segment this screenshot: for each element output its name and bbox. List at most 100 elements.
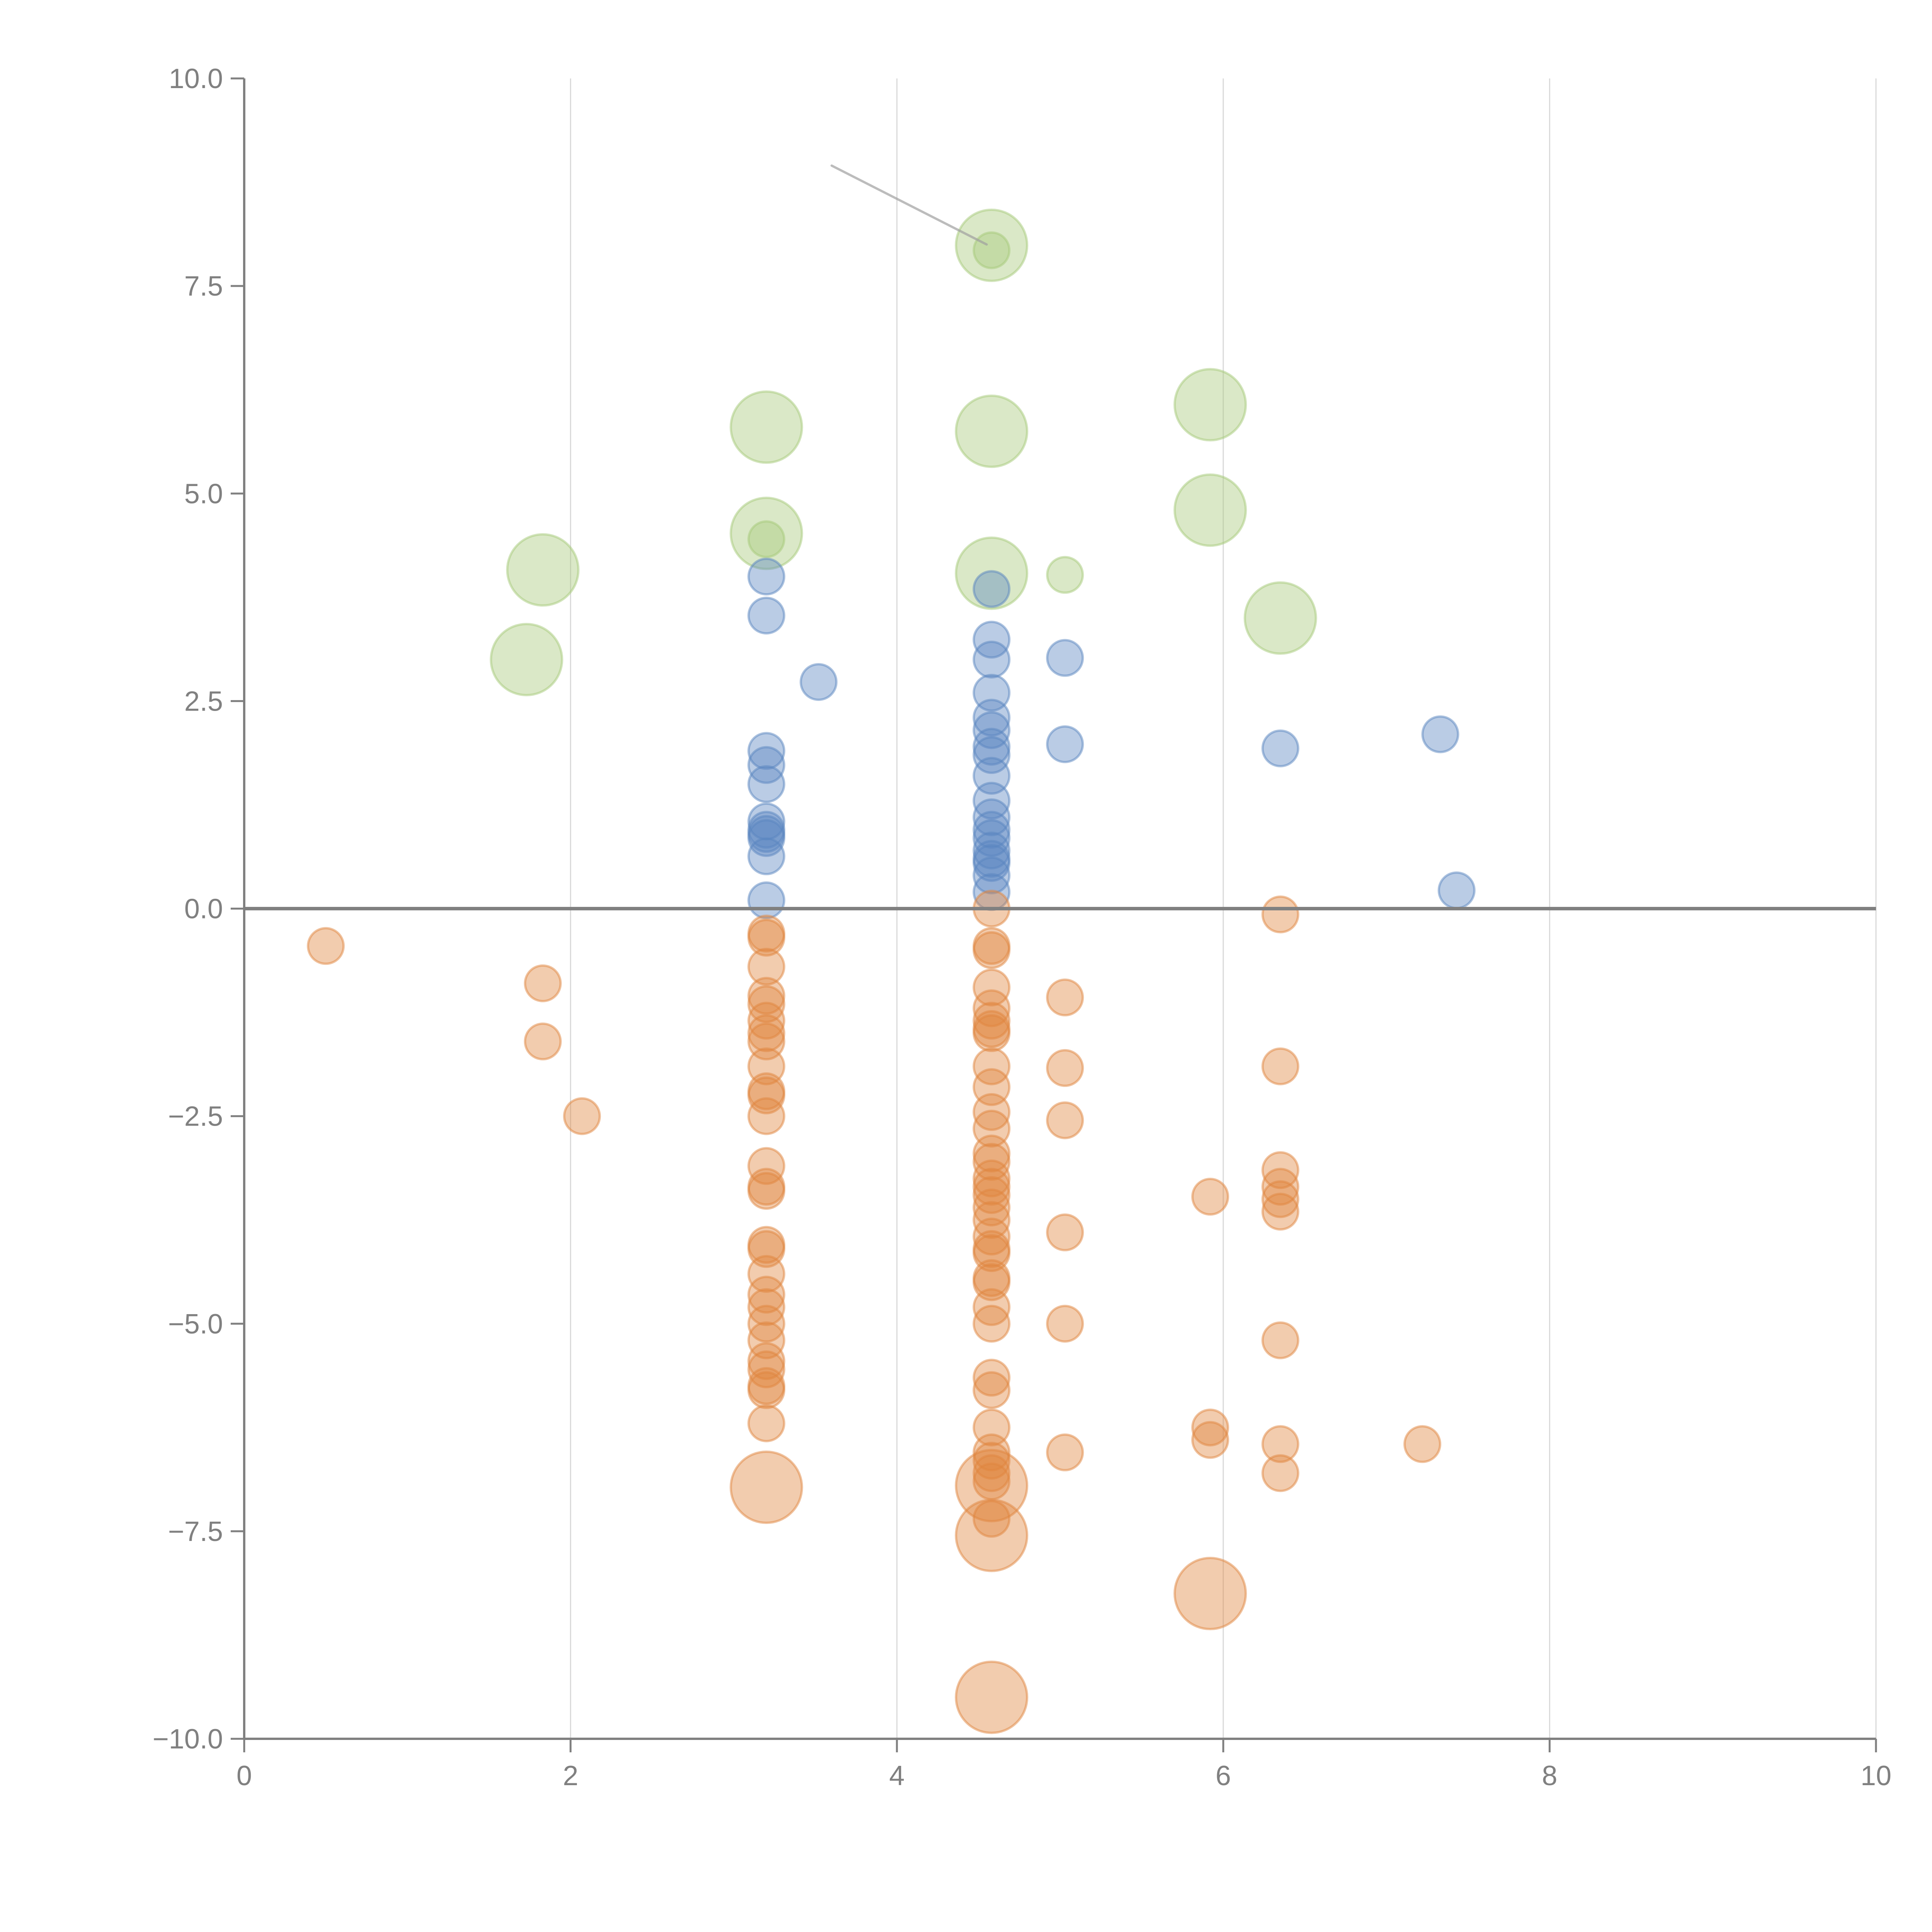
orange-small-point xyxy=(747,1288,786,1326)
blue-point xyxy=(1421,715,1459,753)
blue-point xyxy=(799,663,838,701)
orange-small-point xyxy=(1261,1151,1299,1189)
orange-small-point xyxy=(747,1172,786,1210)
green-large-point xyxy=(955,395,1029,468)
orange-small-point xyxy=(973,1359,1011,1397)
orange-small-point xyxy=(1046,1213,1084,1252)
orange-small-point xyxy=(973,1201,1011,1239)
blue-point xyxy=(1261,729,1299,767)
orange-small-point xyxy=(1261,1321,1299,1359)
y-tick-label: −2.5 xyxy=(168,1101,223,1132)
blue-point xyxy=(1437,871,1476,910)
green-large-point xyxy=(506,533,580,607)
x-tick-label: 8 xyxy=(1542,1760,1557,1791)
orange-small-point xyxy=(747,1371,786,1409)
blue-point xyxy=(747,837,786,876)
orange-small-point xyxy=(1046,978,1084,1017)
orange-small-point xyxy=(1261,1180,1299,1218)
orange-small-point xyxy=(1046,1433,1084,1471)
y-tick-label: 10.0 xyxy=(169,63,223,94)
blue-point xyxy=(973,856,1011,895)
orange-small-point xyxy=(973,1014,1011,1052)
blue-point xyxy=(1046,639,1084,677)
orange-small-point xyxy=(747,1304,786,1343)
green-small-point xyxy=(747,520,786,558)
blue-point xyxy=(973,736,1011,774)
orange-small-point xyxy=(973,1500,1011,1538)
orange-large-point xyxy=(1173,1557,1247,1631)
green-large-point xyxy=(490,622,563,696)
green-small-point xyxy=(1046,556,1084,594)
orange-small-point xyxy=(747,1255,786,1293)
orange-small-point xyxy=(973,1371,1011,1409)
y-tick-label: 2.5 xyxy=(184,686,223,717)
orange-small-point xyxy=(973,931,1011,969)
blue-point xyxy=(973,798,1011,837)
orange-small-point xyxy=(973,1093,1011,1131)
x-tick-label: 2 xyxy=(563,1760,578,1791)
blue-point xyxy=(973,640,1011,679)
orange-small-point xyxy=(1261,1425,1299,1463)
blue-point xyxy=(747,732,786,770)
annotation-leader-line xyxy=(830,164,988,246)
orange-small-point xyxy=(973,1218,1011,1256)
blue-point xyxy=(747,597,786,635)
orange-small-point xyxy=(524,1022,562,1061)
y-tick-label: −10.0 xyxy=(153,1724,223,1755)
orange-small-point xyxy=(973,1304,1011,1343)
blue-point xyxy=(1046,725,1084,764)
orange-small-point xyxy=(1261,1192,1299,1231)
blue-point xyxy=(973,699,1011,737)
green-large-point xyxy=(955,208,1029,282)
axes: 0 2 4 6 8 10 10.0 7.5 5.0 2.5 0.0 −2.5 −5.0 −7.5 −10.0 xyxy=(153,63,1891,1791)
blue-point xyxy=(747,881,786,920)
orange-small-point xyxy=(973,968,1011,1007)
orange-small-point xyxy=(1191,1178,1230,1216)
orange-small-point xyxy=(1261,1047,1299,1085)
blue-point xyxy=(973,782,1011,820)
orange-small-point xyxy=(524,964,562,1002)
data-points xyxy=(307,164,1476,1734)
orange-large-point xyxy=(955,1660,1029,1734)
orange-small-point xyxy=(747,918,786,957)
orange-small-point xyxy=(1191,1421,1230,1459)
blue-point xyxy=(747,558,786,596)
x-tick-label: 0 xyxy=(236,1760,252,1791)
y-tick-label: 7.5 xyxy=(184,271,223,302)
y-tick-label: −5.0 xyxy=(168,1309,223,1340)
orange-small-point xyxy=(747,1097,786,1135)
blue-point xyxy=(973,728,1011,766)
orange-small-point xyxy=(973,1433,1011,1471)
y-tick-label: 5.0 xyxy=(184,478,223,509)
blue-point xyxy=(747,765,786,803)
orange-small-point xyxy=(1191,1408,1230,1447)
orange-small-point xyxy=(747,1404,786,1442)
blue-point xyxy=(973,621,1011,659)
orange-small-point xyxy=(973,1288,1011,1326)
y-tick-label: 0.0 xyxy=(184,894,223,925)
orange-small-point xyxy=(747,1350,786,1388)
orange-small-point xyxy=(747,985,786,1023)
orange-small-point xyxy=(747,1321,786,1359)
orange-small-point xyxy=(563,1097,601,1135)
orange-small-point xyxy=(973,1047,1011,1085)
orange-small-point xyxy=(1046,1304,1084,1343)
orange-large-point xyxy=(955,1498,1029,1572)
green-large-point xyxy=(1243,581,1317,655)
x-tick-label: 10 xyxy=(1861,1760,1891,1791)
x-tick-label: 6 xyxy=(1216,1760,1231,1791)
orange-small-point xyxy=(1046,1049,1084,1087)
orange-small-point xyxy=(1261,895,1299,934)
orange-small-point xyxy=(1046,1101,1084,1139)
orange-small-point xyxy=(747,1076,786,1114)
orange-small-point xyxy=(1403,1425,1442,1463)
green-small-point xyxy=(973,231,1011,269)
x-tick-label: 4 xyxy=(889,1760,905,1791)
y-tick-label: −7.5 xyxy=(168,1516,223,1547)
orange-small-point xyxy=(1261,1454,1299,1492)
orange-small-point xyxy=(973,1159,1011,1197)
orange-small-point xyxy=(973,1168,1011,1206)
green-large-point xyxy=(730,390,803,464)
orange-small-point xyxy=(973,1188,1011,1226)
